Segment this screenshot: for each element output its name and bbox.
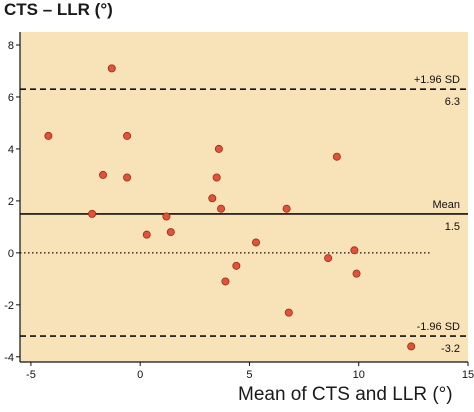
- y-tick-label: -4: [4, 352, 14, 364]
- y-tick-label: -2: [4, 300, 14, 312]
- data-point: [166, 228, 175, 237]
- data-point: [107, 64, 116, 73]
- reference-line-value: 1.5: [445, 221, 460, 233]
- reference-line-label: Mean: [432, 199, 460, 211]
- y-tick-label: 8: [8, 40, 14, 52]
- x-axis-label: Mean of CTS and LLR (°): [238, 384, 453, 405]
- x-tick-label: -5: [26, 369, 36, 381]
- data-point: [142, 230, 151, 239]
- data-point: [217, 204, 226, 213]
- data-point: [212, 173, 221, 182]
- y-axis-label: CTS – LLR (°): [4, 0, 113, 19]
- data-point: [284, 308, 293, 317]
- data-point: [221, 277, 230, 286]
- data-point: [350, 246, 359, 255]
- data-point: [99, 170, 108, 179]
- data-point: [252, 238, 261, 247]
- reference-line-label: +1.96 SD: [414, 74, 460, 86]
- reference-line-value: 6.3: [445, 96, 460, 108]
- y-tick-label: 2: [8, 196, 14, 208]
- data-point: [123, 173, 132, 182]
- y-tick-label: 0: [8, 248, 14, 260]
- reference-line-label: -1.96 SD: [417, 321, 460, 333]
- data-point: [282, 204, 291, 213]
- data-point: [407, 342, 416, 351]
- x-tick-label: 0: [137, 369, 143, 381]
- x-tick-label: 5: [246, 369, 252, 381]
- data-point: [232, 261, 241, 270]
- y-tick-label: 4: [8, 144, 14, 156]
- data-point: [162, 212, 171, 221]
- data-point: [324, 254, 333, 263]
- data-point: [332, 152, 341, 161]
- data-point: [214, 144, 223, 153]
- data-point: [208, 194, 217, 203]
- data-point: [352, 269, 361, 278]
- data-point: [123, 131, 132, 140]
- data-point: [88, 209, 97, 218]
- reference-line-value: -3.2: [441, 343, 460, 355]
- data-point: [44, 131, 53, 140]
- x-tick-label: 10: [353, 369, 365, 381]
- y-tick-label: 6: [8, 92, 14, 104]
- plot-background: [20, 32, 468, 362]
- x-tick-label: 15: [462, 369, 474, 381]
